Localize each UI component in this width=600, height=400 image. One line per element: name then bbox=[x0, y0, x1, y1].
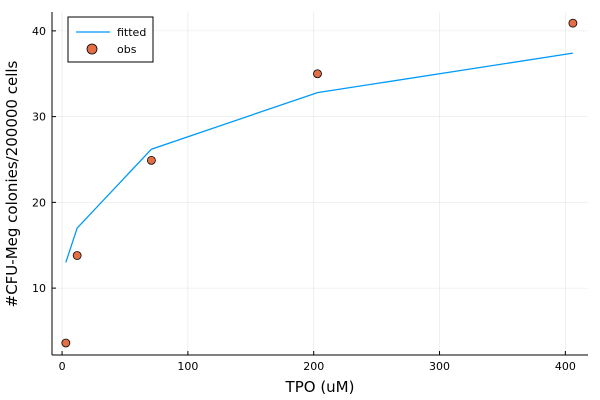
data-point-obs bbox=[146, 155, 156, 165]
y-tick-label: 10 bbox=[32, 282, 46, 295]
x-tick-label: 400 bbox=[555, 360, 576, 373]
x-tick-label: 0 bbox=[59, 360, 66, 373]
x-tick-label: 100 bbox=[177, 360, 198, 373]
x-tick-label: 300 bbox=[429, 360, 450, 373]
legend-label-fitted: fitted bbox=[117, 26, 146, 39]
y-tick-label: 20 bbox=[32, 196, 46, 209]
legend: fitted obs bbox=[67, 16, 154, 63]
data-point-obs bbox=[72, 251, 82, 260]
x-axis-title: TPO (uM) bbox=[285, 378, 355, 396]
x-tick-label: 200 bbox=[303, 360, 324, 373]
ticks: 0 100 200 300 400 10 20 30 40 bbox=[32, 25, 576, 373]
y-tick-label: 40 bbox=[32, 25, 46, 38]
data-point-obs bbox=[313, 69, 322, 79]
axes bbox=[51, 12, 588, 356]
series-line-fitted bbox=[65, 52, 574, 263]
y-axis-title: #CFU-Meg colonies/200000 cells bbox=[3, 60, 21, 307]
data-point-obs bbox=[568, 18, 578, 28]
legend-box bbox=[67, 16, 154, 63]
y-tick-label: 30 bbox=[32, 111, 46, 124]
series-layer bbox=[61, 18, 578, 348]
legend-label-obs: obs bbox=[117, 43, 137, 56]
data-point-obs bbox=[61, 338, 71, 348]
legend-marker-obs bbox=[86, 43, 98, 55]
